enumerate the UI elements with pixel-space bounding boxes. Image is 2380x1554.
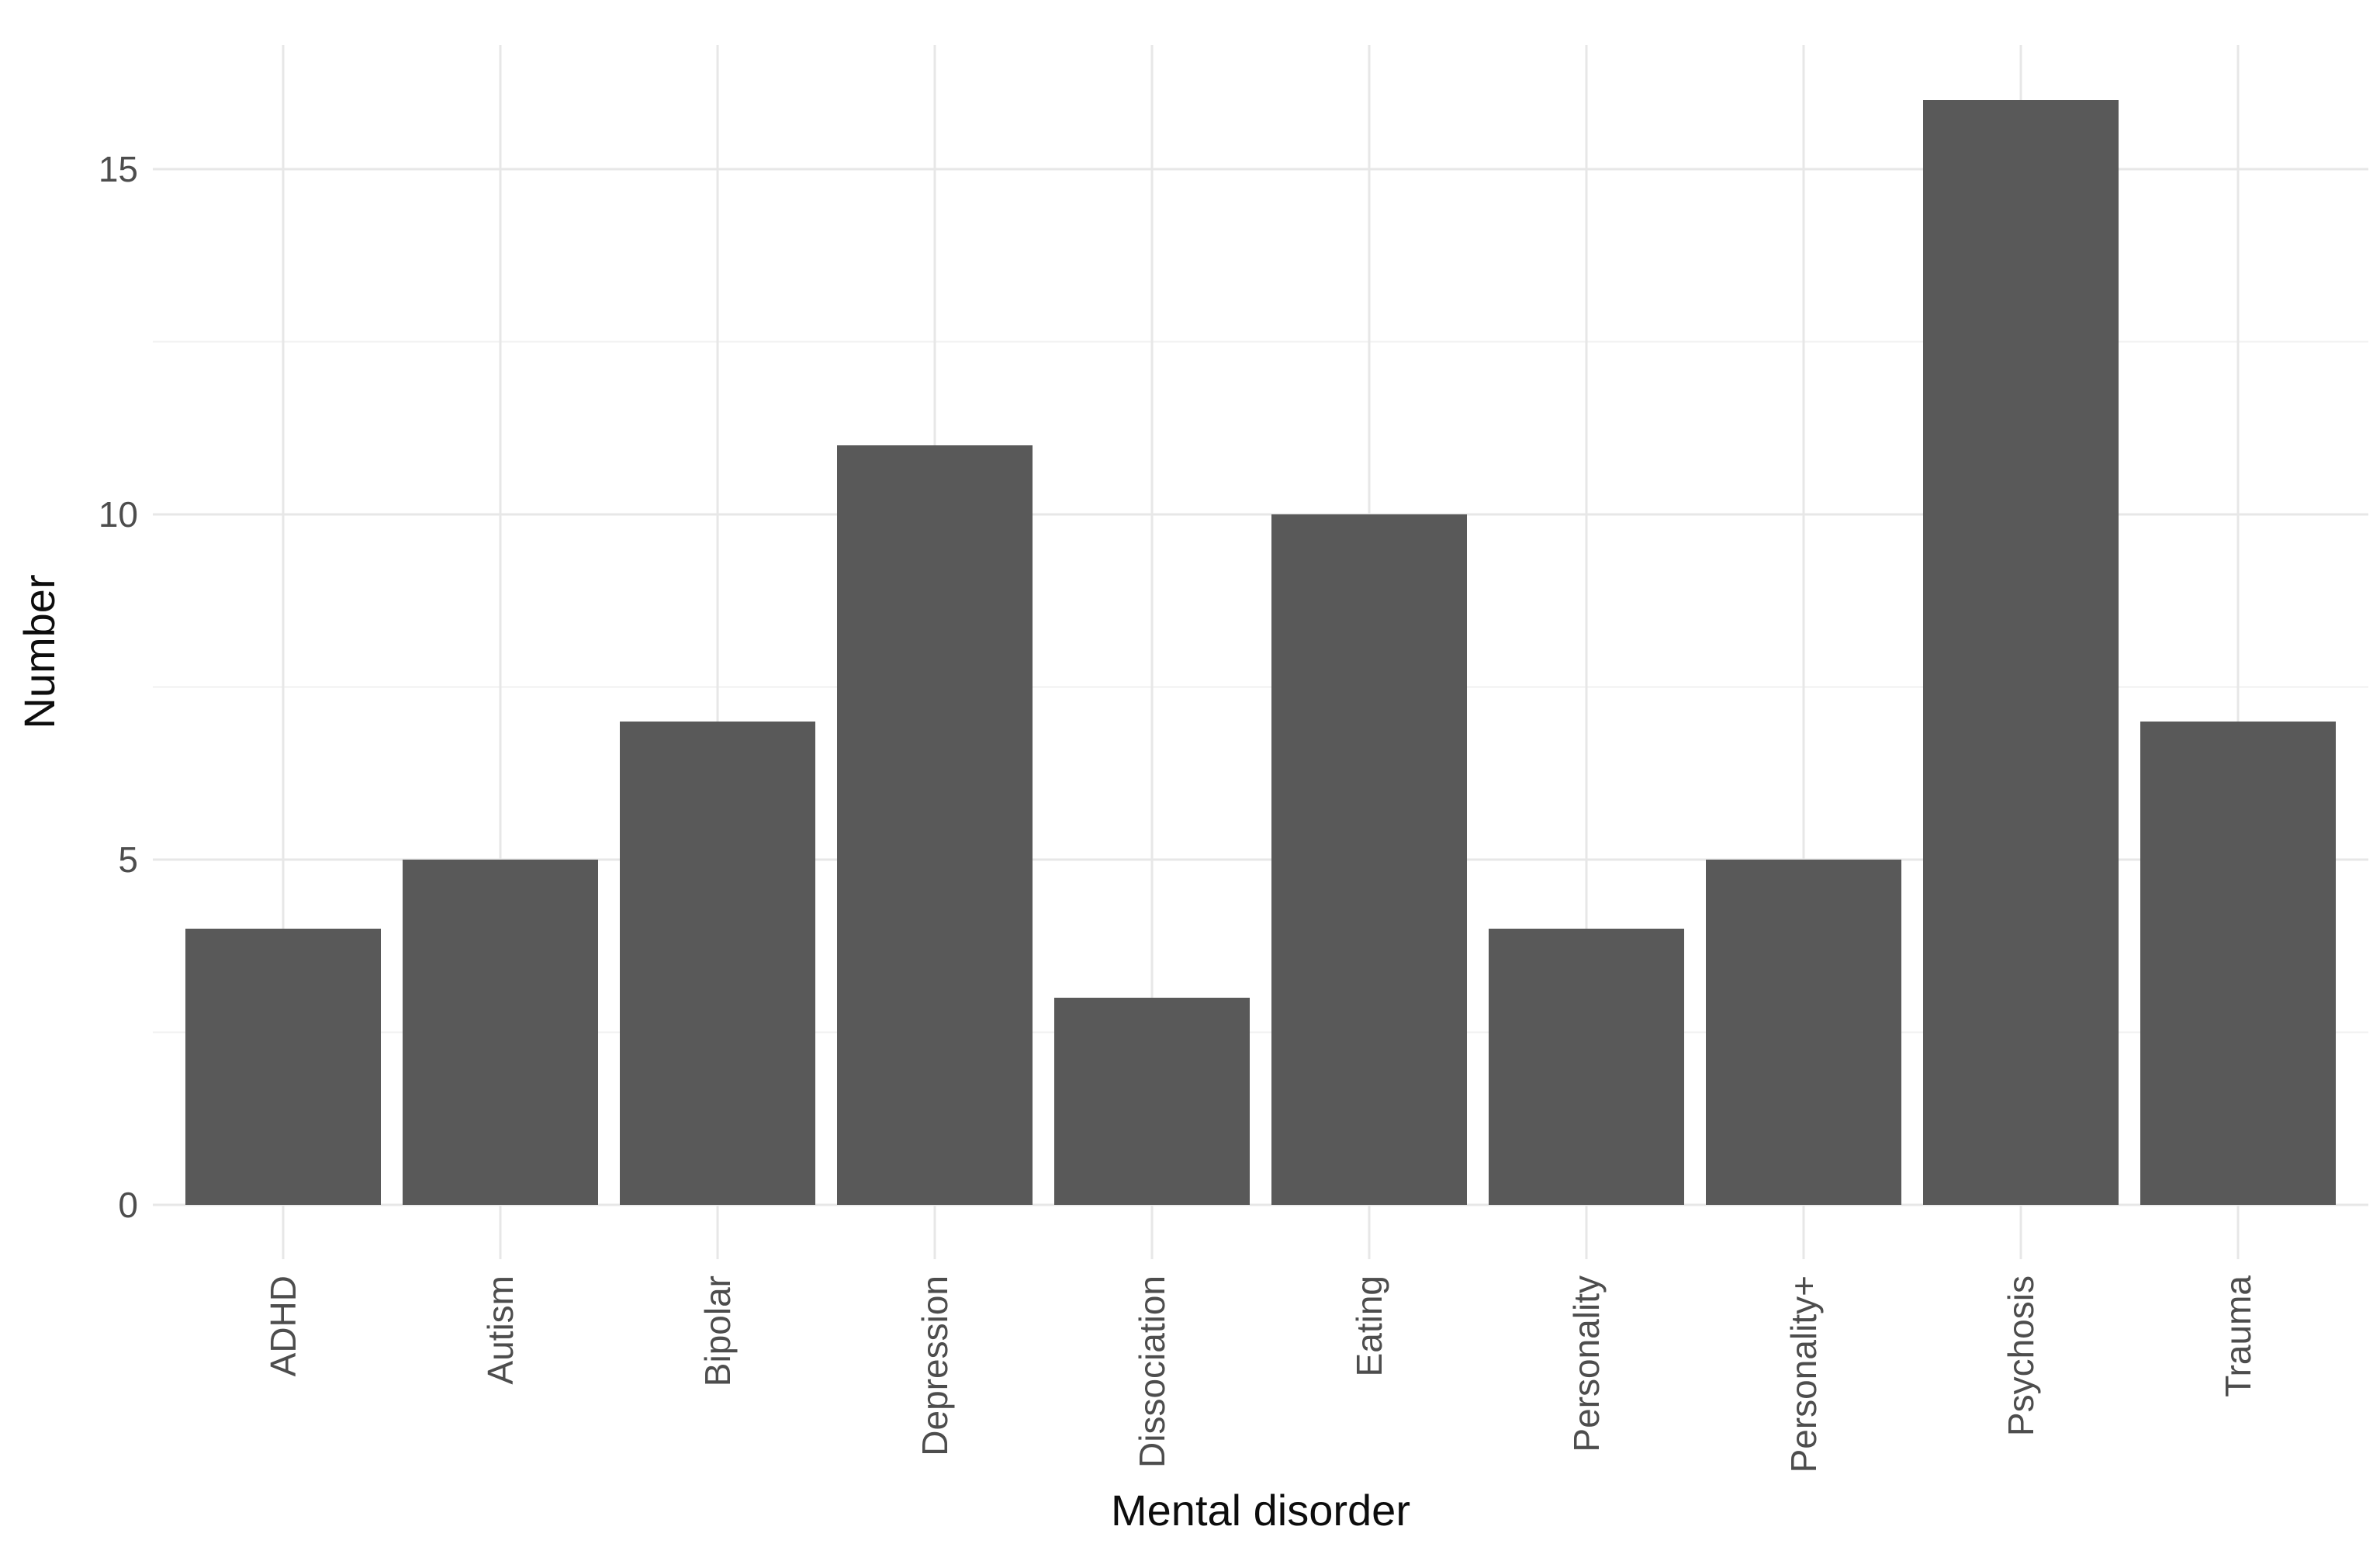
bar-personality <box>1489 929 1684 1205</box>
bar-autism <box>403 860 598 1205</box>
x-tick-label: Autism <box>480 1275 521 1385</box>
x-tick-label: Psychosis <box>2001 1275 2041 1436</box>
bar-bipolar <box>620 722 815 1205</box>
bar-personalityplus <box>1706 860 1901 1205</box>
y-tick-label: 15 <box>99 149 138 189</box>
x-tick-label: Dissociation <box>1132 1275 1172 1468</box>
bar-trauma <box>2140 722 2336 1205</box>
y-tick-label: 5 <box>118 839 138 880</box>
y-tick-label: 10 <box>99 494 138 535</box>
bar-psychosis <box>1923 100 2119 1205</box>
bar-adhd <box>185 929 381 1205</box>
x-axis-tick-labels: ADHD Autism Bipolar Depression Dissociation E… <box>263 1275 2258 1473</box>
x-axis-title: Mental disorder <box>1111 1486 1410 1535</box>
x-tick-label: Trauma <box>2218 1275 2258 1397</box>
y-axis-title: Number <box>15 574 64 729</box>
y-tick-label: 0 <box>118 1185 138 1225</box>
x-tick-label: Personality <box>1566 1275 1607 1452</box>
x-tick-label: ADHD <box>263 1275 303 1376</box>
bar-dissociation <box>1054 998 1250 1205</box>
bar-depression <box>837 445 1033 1205</box>
y-axis-tick-labels: 0 5 10 15 <box>99 149 138 1225</box>
x-tick-label: Bipolar <box>697 1275 738 1386</box>
bars <box>185 100 2336 1205</box>
bar-eating <box>1271 514 1467 1205</box>
x-tick-label: Personality+ <box>1783 1275 1824 1473</box>
x-tick-label: Depression <box>915 1275 955 1456</box>
x-tick-label: Eating <box>1349 1275 1389 1376</box>
